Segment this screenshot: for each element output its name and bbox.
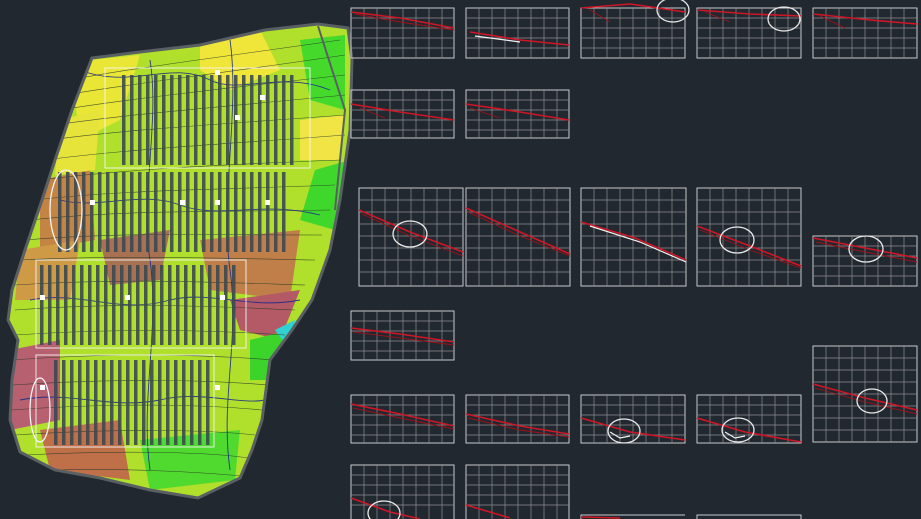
section-panel[interactable]: [696, 6, 802, 59]
section-panel[interactable]: [465, 187, 571, 287]
section-panel[interactable]: [350, 89, 455, 139]
section-panel[interactable]: [350, 464, 455, 519]
section-panel[interactable]: [696, 394, 802, 444]
section-panel[interactable]: [812, 7, 918, 59]
section-panel[interactable]: [350, 310, 455, 361]
section-panel[interactable]: [580, 0, 690, 59]
section-panel[interactable]: [580, 394, 686, 444]
section-panels[interactable]: [350, 0, 918, 519]
section-panel[interactable]: [465, 89, 570, 139]
section-panel[interactable]: [812, 345, 918, 443]
section-panel[interactable]: [350, 7, 455, 59]
section-panel[interactable]: [465, 464, 570, 519]
section-panel[interactable]: [358, 187, 464, 287]
section-panel[interactable]: [465, 7, 570, 59]
site-plan[interactable]: [0, 20, 360, 510]
section-panel[interactable]: [812, 235, 918, 287]
section-panel[interactable]: [580, 514, 685, 519]
section-panel[interactable]: [465, 394, 570, 444]
section-panel[interactable]: [350, 394, 455, 444]
section-panel[interactable]: [696, 187, 802, 287]
section-panel[interactable]: [696, 514, 802, 519]
section-panel[interactable]: [580, 187, 687, 287]
